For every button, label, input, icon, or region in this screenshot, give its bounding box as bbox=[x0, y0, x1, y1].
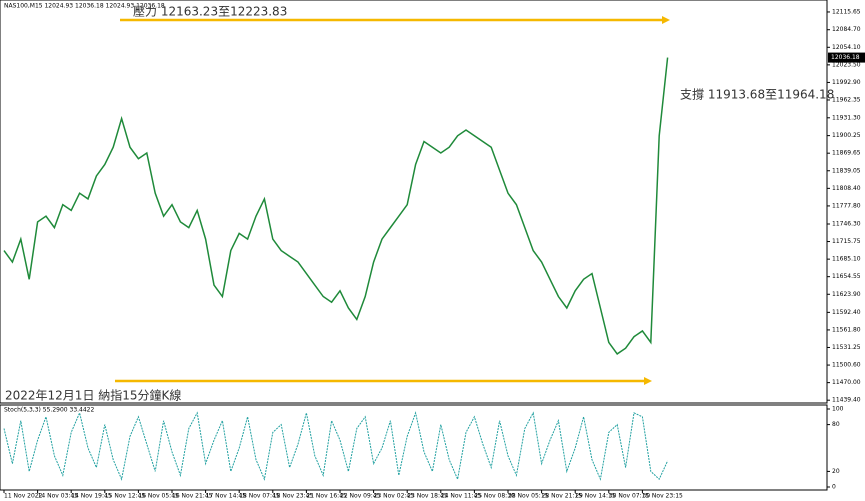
sub-title: Stoch(5,3,3) 55.2900 33.4422 bbox=[4, 407, 95, 414]
x-tick-label: 22 Nov 09:45 bbox=[340, 493, 381, 500]
y-tick-label: 11623.90 bbox=[832, 291, 861, 298]
x-tick-label: 24 Nov 11:45 bbox=[441, 493, 482, 500]
x-tick-label: 11 Nov 2022 bbox=[4, 493, 43, 500]
y-tick-label: 11931.30 bbox=[832, 114, 861, 121]
series-line bbox=[3, 57, 669, 355]
y-tick-label: 12084.70 bbox=[832, 26, 861, 33]
x-tick-label: 17 Nov 14:45 bbox=[206, 493, 247, 500]
arrow-head bbox=[662, 16, 670, 24]
arrow-head bbox=[644, 377, 652, 385]
price-box bbox=[828, 52, 865, 63]
y-tick-label: 11561.80 bbox=[832, 326, 861, 333]
x-tick-label: 23 Nov 18:45 bbox=[407, 493, 448, 500]
y-tick-label: 11500.60 bbox=[832, 362, 861, 369]
y-tick-label: 11900.25 bbox=[832, 132, 861, 139]
y-tick-label: 11439.40 bbox=[832, 397, 861, 404]
current-price: 12036.18 bbox=[831, 54, 860, 61]
y-tick-label: 11839.05 bbox=[832, 167, 861, 174]
sub-frame bbox=[0, 404, 828, 491]
y-tick-label: 11592.40 bbox=[832, 309, 861, 316]
annotation: 支撐 11913.68至11964.18 bbox=[680, 88, 834, 102]
annotation: 壓力 12163.23至12223.83 bbox=[133, 5, 287, 19]
x-tick-label: 18 Nov 07:45 bbox=[239, 493, 280, 500]
y-tick-label: 11715.75 bbox=[832, 238, 861, 245]
y-tick-label: 11992.90 bbox=[832, 79, 861, 86]
y-tick-label: 12054.10 bbox=[832, 44, 861, 51]
y-tick-label: 12023.50 bbox=[832, 61, 861, 68]
x-tick-label: 23 Nov 02:45 bbox=[374, 493, 415, 500]
chart-title: NAS100,M15 12024.93 12036.18 12024.93 12… bbox=[4, 3, 165, 10]
y-tick-label: 100 bbox=[832, 406, 844, 413]
x-tick-label: 29 Nov 14:15 bbox=[575, 493, 616, 500]
y-tick-label: 11808.40 bbox=[832, 185, 861, 192]
y-tick-label: 11470.00 bbox=[832, 379, 861, 386]
y-tick-label: 11869.65 bbox=[832, 150, 861, 157]
y-tick-label: 12115.65 bbox=[832, 8, 861, 15]
y-tick-label: 11746.30 bbox=[832, 221, 861, 228]
x-tick-label: 14 Nov 03:45 bbox=[38, 493, 79, 500]
y-tick-label: 11685.10 bbox=[832, 256, 861, 263]
y-tick-label: 11531.25 bbox=[832, 344, 861, 351]
series-line bbox=[3, 411, 669, 481]
x-tick-label: 14 Nov 19:45 bbox=[71, 493, 112, 500]
y-tick-label: 11654.55 bbox=[832, 273, 861, 280]
x-tick-label: 28 Nov 21:15 bbox=[542, 493, 583, 500]
main-frame bbox=[0, 0, 828, 404]
y-tick-label: 80 bbox=[832, 421, 840, 428]
y-tick-label: 11962.35 bbox=[832, 96, 861, 103]
y-tick-label: 20 bbox=[832, 468, 840, 475]
x-tick-label: 18 Nov 23:45 bbox=[273, 493, 314, 500]
annotation: 2022年12月1日 納指15分鐘K線 bbox=[5, 388, 181, 403]
x-tick-label: 30 Nov 23:15 bbox=[642, 493, 683, 500]
x-tick-label: 15 Nov 12:45 bbox=[105, 493, 146, 500]
y-tick-label: 0 bbox=[832, 484, 836, 491]
x-tick-label: 16 Nov 21:45 bbox=[172, 493, 213, 500]
x-tick-label: 28 Nov 05:15 bbox=[508, 493, 549, 500]
x-tick-label: 30 Nov 07:15 bbox=[609, 493, 650, 500]
x-tick-label: 25 Nov 08:30 bbox=[474, 493, 515, 500]
x-tick-label: 16 Nov 05:45 bbox=[138, 493, 179, 500]
x-tick-label: 21 Nov 16:45 bbox=[306, 493, 347, 500]
y-tick-label: 11777.80 bbox=[832, 202, 861, 209]
